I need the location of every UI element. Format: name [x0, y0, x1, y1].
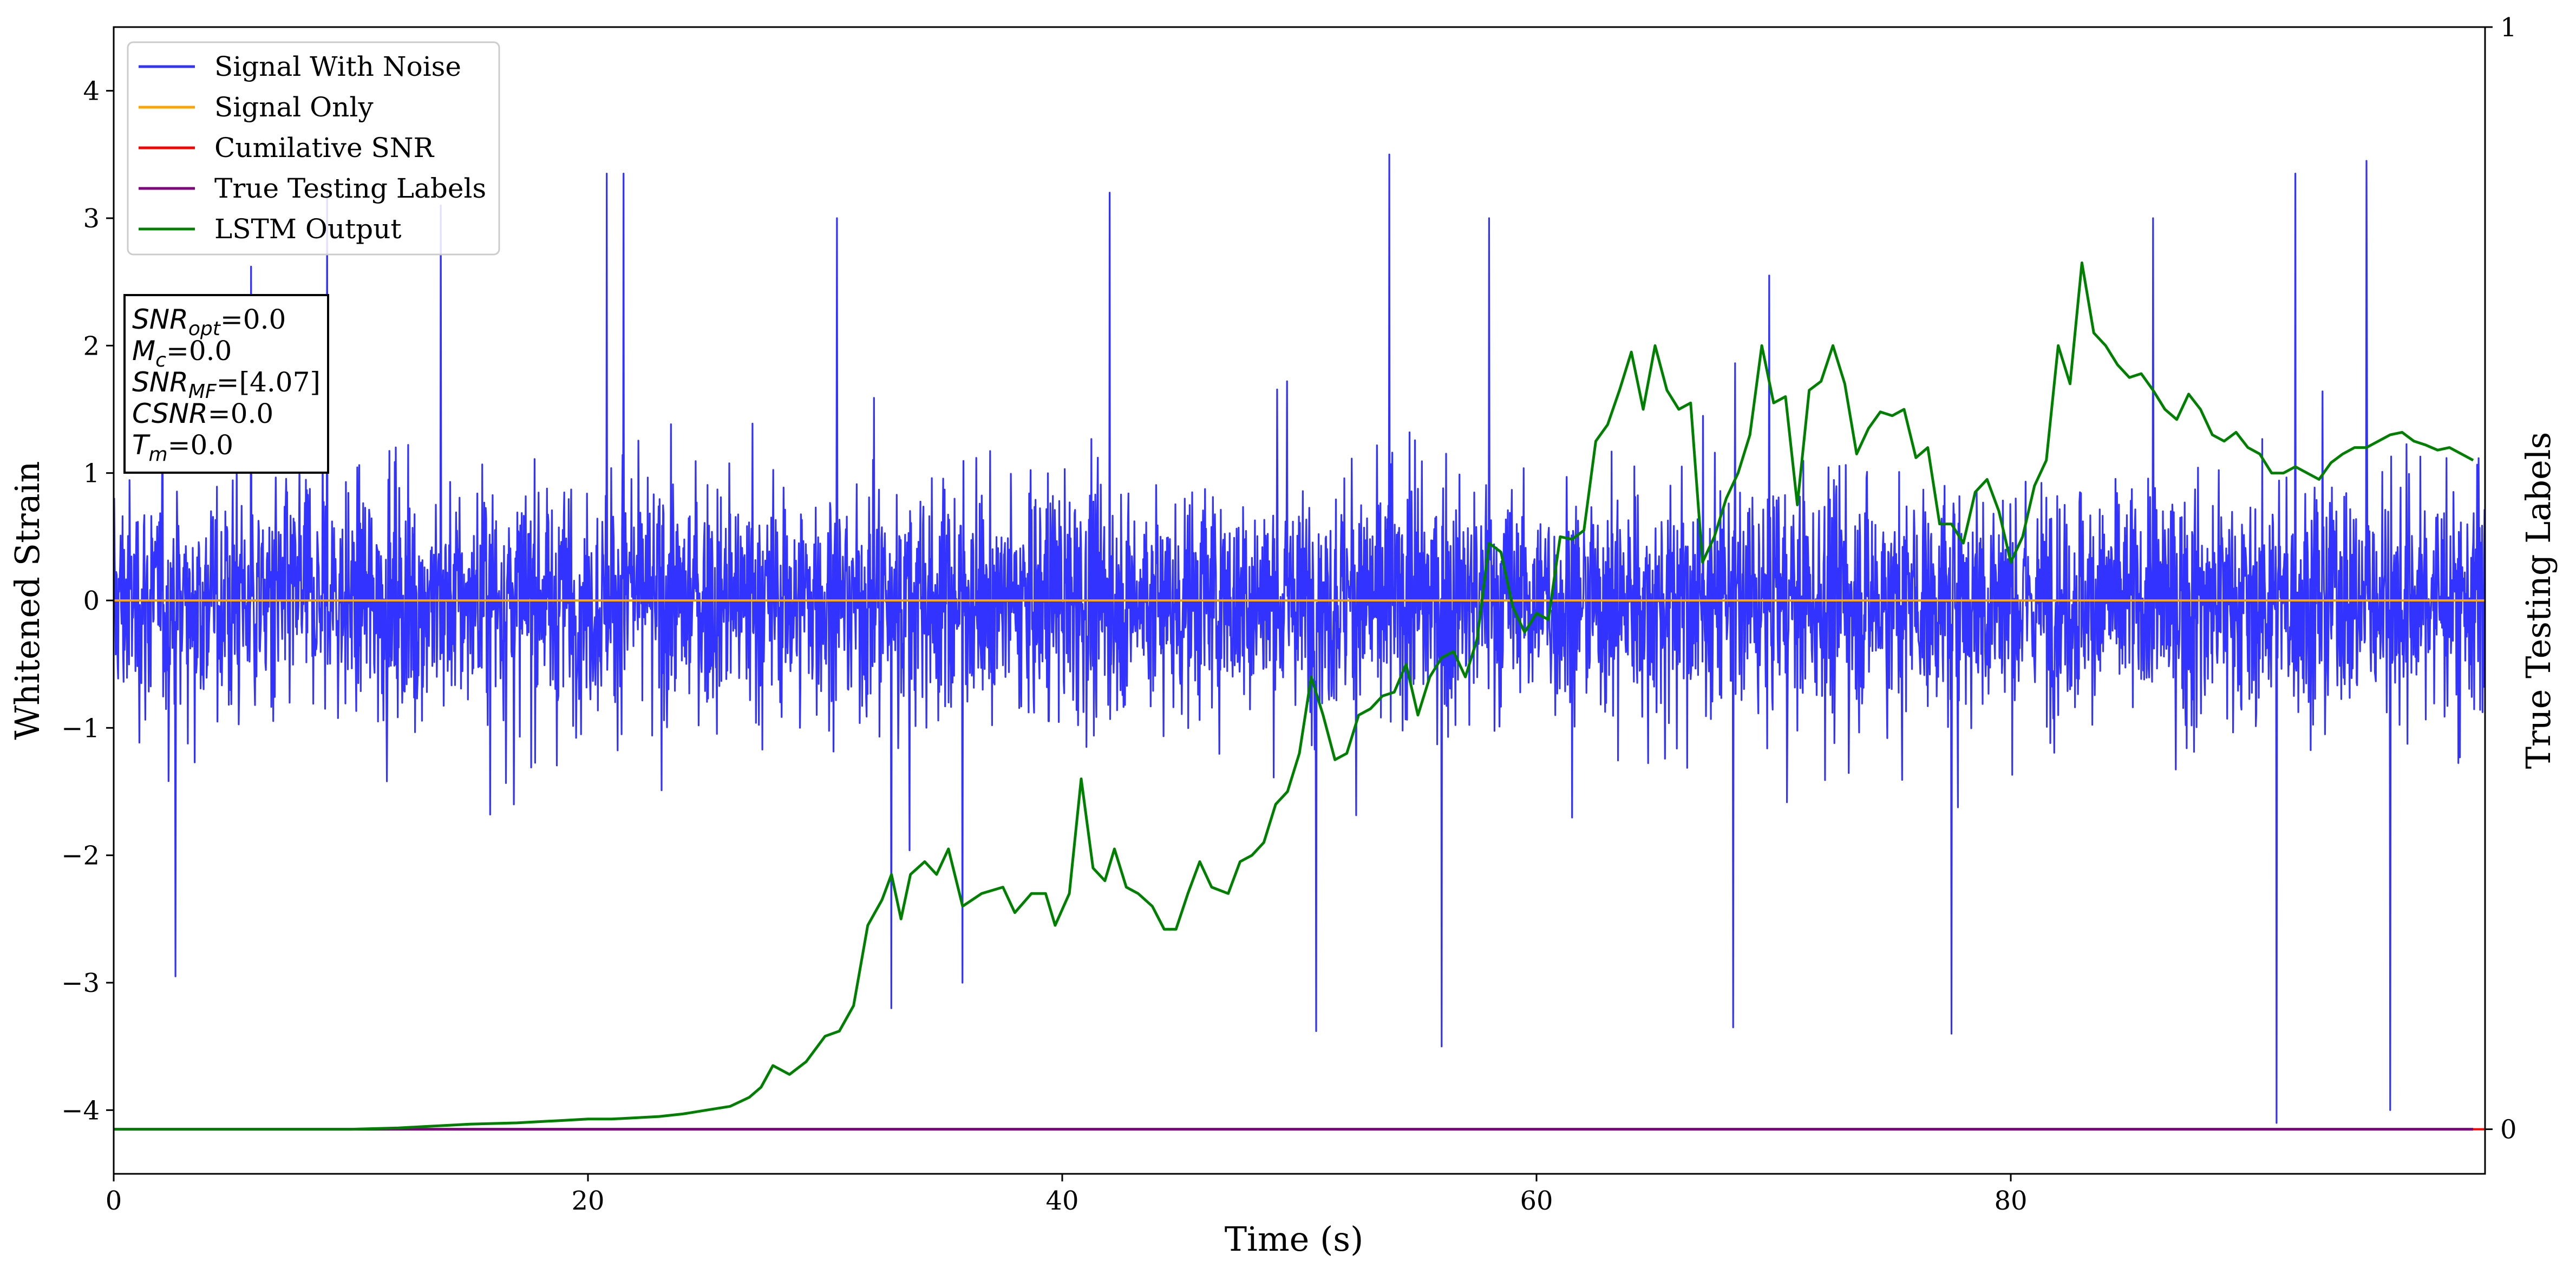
info-line: CSNR=0.0	[132, 398, 273, 429]
y2-axis-title: True Testing Labels	[2519, 432, 2558, 769]
y-tick-label: 0	[83, 586, 100, 616]
legend-entry: LSTM Output	[214, 213, 401, 245]
y-tick-label: 4	[83, 76, 100, 107]
series-layer	[114, 261, 2485, 1131]
legend-entry: Cumilative SNR	[214, 132, 434, 164]
y-tick-label: 1	[83, 459, 100, 489]
info-line: Mc=0.0	[132, 335, 232, 371]
x-tick-label: 60	[1520, 1186, 1553, 1216]
info-line: SNRMF=[4.07]	[132, 367, 321, 403]
x-tick-label: 40	[1045, 1186, 1078, 1216]
x-axis: 0 20 40 60 80	[106, 1174, 2028, 1216]
legend: Signal With Noise Signal Only Cumilative S…	[127, 41, 500, 256]
y-axis-title: Whitened Strain	[8, 461, 47, 740]
info-line: Tm=0.0	[132, 429, 233, 466]
y-axis: −4 −3 −2 −1 0 1 2 3 4	[61, 76, 114, 1126]
y2-tick-label: 1	[2500, 12, 2517, 43]
legend-frame	[127, 41, 500, 256]
legend-entry: True Testing Labels	[214, 173, 486, 204]
info-box: SNRopt=0.0Mc=0.0SNRMF=[4.07]CSNR=0.0Tm=0…	[123, 294, 329, 474]
y2-axis: 01	[2485, 12, 2517, 1145]
y-tick-label: 3	[83, 204, 100, 234]
info-line: SNRopt=0.0	[132, 304, 286, 340]
series-lstm-output	[114, 261, 2474, 1131]
y-tick-label: 2	[83, 331, 100, 361]
y-tick-label: −4	[61, 1095, 100, 1126]
legend-entry: Signal With Noise	[214, 51, 461, 82]
info-box-frame	[123, 294, 329, 474]
x-tick-label: 0	[106, 1186, 122, 1216]
legend-entry: Signal Only	[214, 92, 374, 123]
y-tick-label: −1	[61, 713, 100, 743]
x-tick-label: 20	[571, 1186, 604, 1216]
x-axis-title: Time (s)	[1225, 1219, 1364, 1259]
series-signal-with-noise	[114, 153, 2485, 1124]
x-tick-label: 80	[1994, 1186, 2027, 1216]
noise-trace	[114, 153, 2485, 1124]
y-tick-label: −2	[61, 841, 100, 871]
y-tick-label: −3	[61, 968, 100, 998]
y2-tick-label: 0	[2500, 1115, 2517, 1145]
